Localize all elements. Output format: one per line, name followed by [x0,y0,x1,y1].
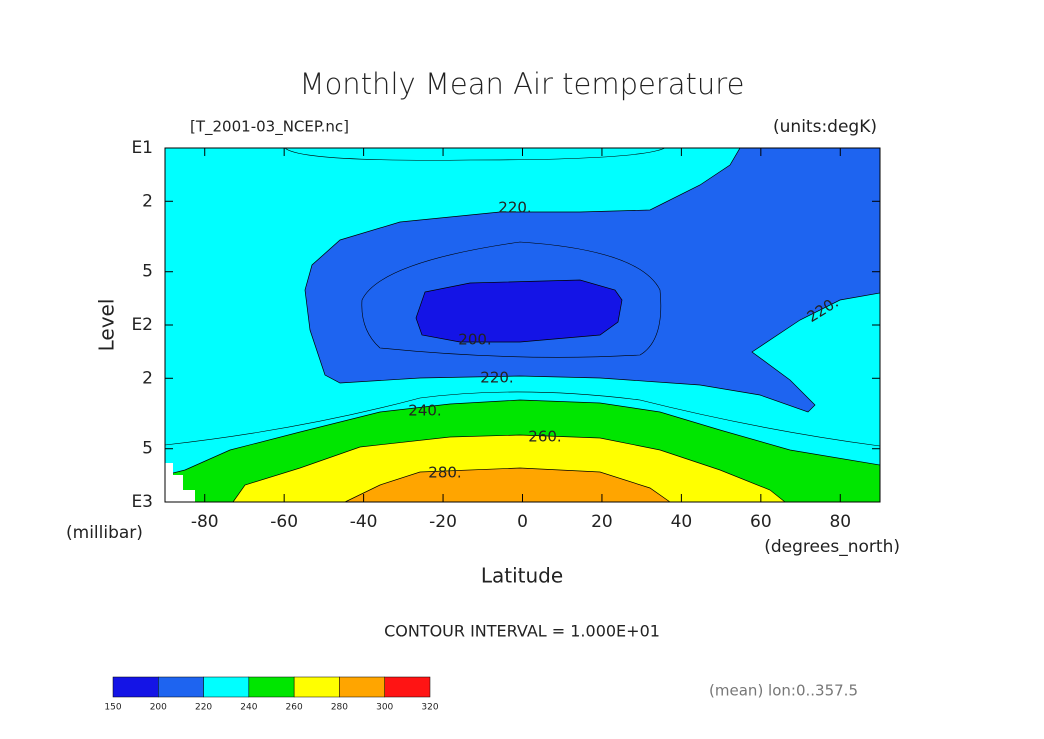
contour-line [164,391,881,447]
contour-label: 200. [458,331,491,349]
colorbar-label: 150 [104,703,121,713]
chart-title: Monthly Mean Air temperature [300,67,745,101]
contour-label: 280. [428,464,461,482]
contour-label: 220. [480,369,513,387]
x-tick-label: 40 [671,512,693,532]
y-tick-label: 5 [142,439,153,459]
x-tick-label: 20 [591,512,613,532]
x-tick-label: -80 [191,512,219,532]
contour-line [361,241,662,358]
y-tick-label: E1 [131,138,153,158]
contour-label: 240. [408,402,441,420]
colorbar-label: 240 [240,703,257,713]
contour-label: 220. [498,199,531,217]
x-tick-label: -60 [270,512,298,532]
colorbar-label: 320 [421,703,438,713]
colorbar-label: 200 [150,703,167,713]
y-tick-label: E3 [131,492,153,512]
footer: CONTOUR INTERVAL = 1.000E+01 [384,622,660,641]
y-tick-label: 2 [142,191,153,211]
subtitle-left: [T_2001-03_NCEP.nc] [190,118,349,137]
colorbar-box [293,676,340,698]
x-tick-label: -40 [350,512,378,532]
note: (mean) lon:0..357.5 [709,682,858,700]
x-tick-label: 0 [517,512,528,532]
region [304,147,881,413]
colorbar-box [112,676,159,698]
missing-data [165,463,195,502]
y-tick-label: E2 [131,315,153,335]
y-tick-label: 2 [142,368,153,388]
contour-line [284,147,666,161]
region [344,467,672,503]
colorbar-box [384,676,431,698]
x-axis-label: Latitude [481,564,563,588]
x-axis-unit: (degrees_north) [764,537,900,557]
y-axis-label: Level [95,299,119,352]
colorbar-box [158,676,204,698]
x-tick-label: -20 [429,512,457,532]
y-axis-unit: (millibar) [66,523,143,543]
x-tick-label: 60 [750,512,772,532]
colorbar-label: 220 [195,703,212,713]
colorbar-box [203,676,250,698]
contour-fill [164,147,881,503]
x-tick-label: 80 [829,512,851,532]
colorbar-label: 300 [376,703,393,713]
colorbar-label: 260 [286,703,303,713]
y-tick-label: 5 [142,262,153,282]
colorbar-box [248,676,295,698]
colorbar-label: 280 [331,703,348,713]
region [415,279,623,343]
contour-label: 260. [528,428,561,446]
subtitle-right: (units:degK) [773,117,877,137]
colorbar-box [339,676,385,698]
